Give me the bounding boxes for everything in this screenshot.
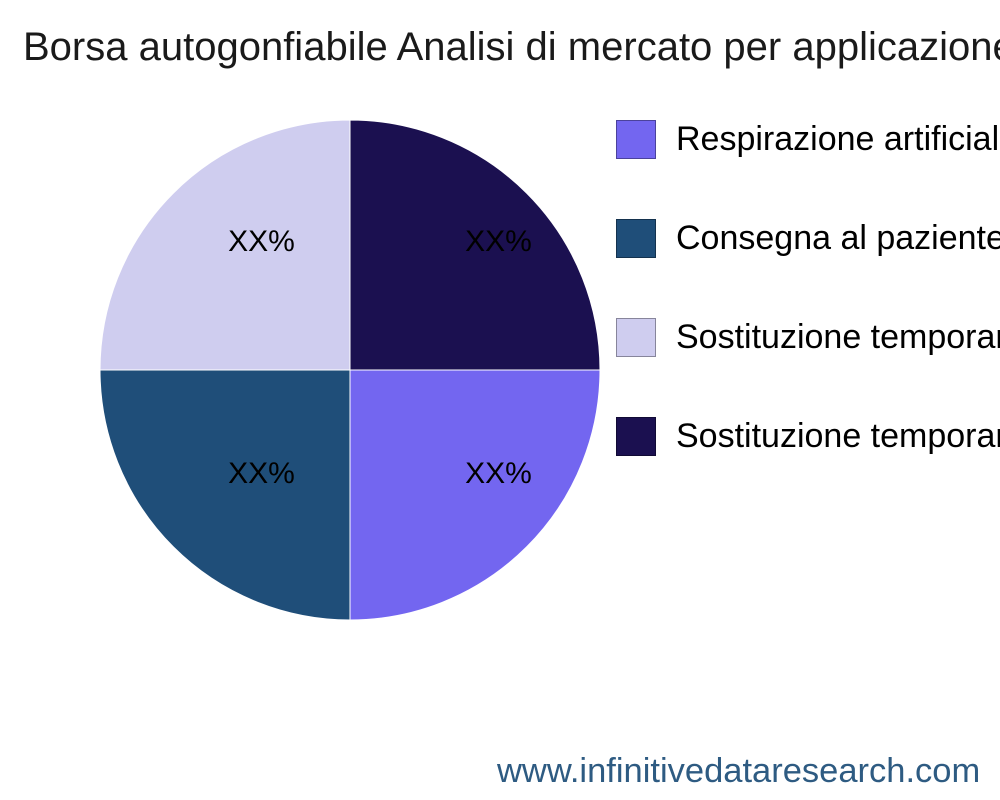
svg-text:XX%: XX% (465, 225, 532, 258)
svg-text:XX%: XX% (228, 457, 295, 490)
svg-text:XX%: XX% (228, 225, 295, 258)
svg-text:XX%: XX% (465, 457, 532, 490)
